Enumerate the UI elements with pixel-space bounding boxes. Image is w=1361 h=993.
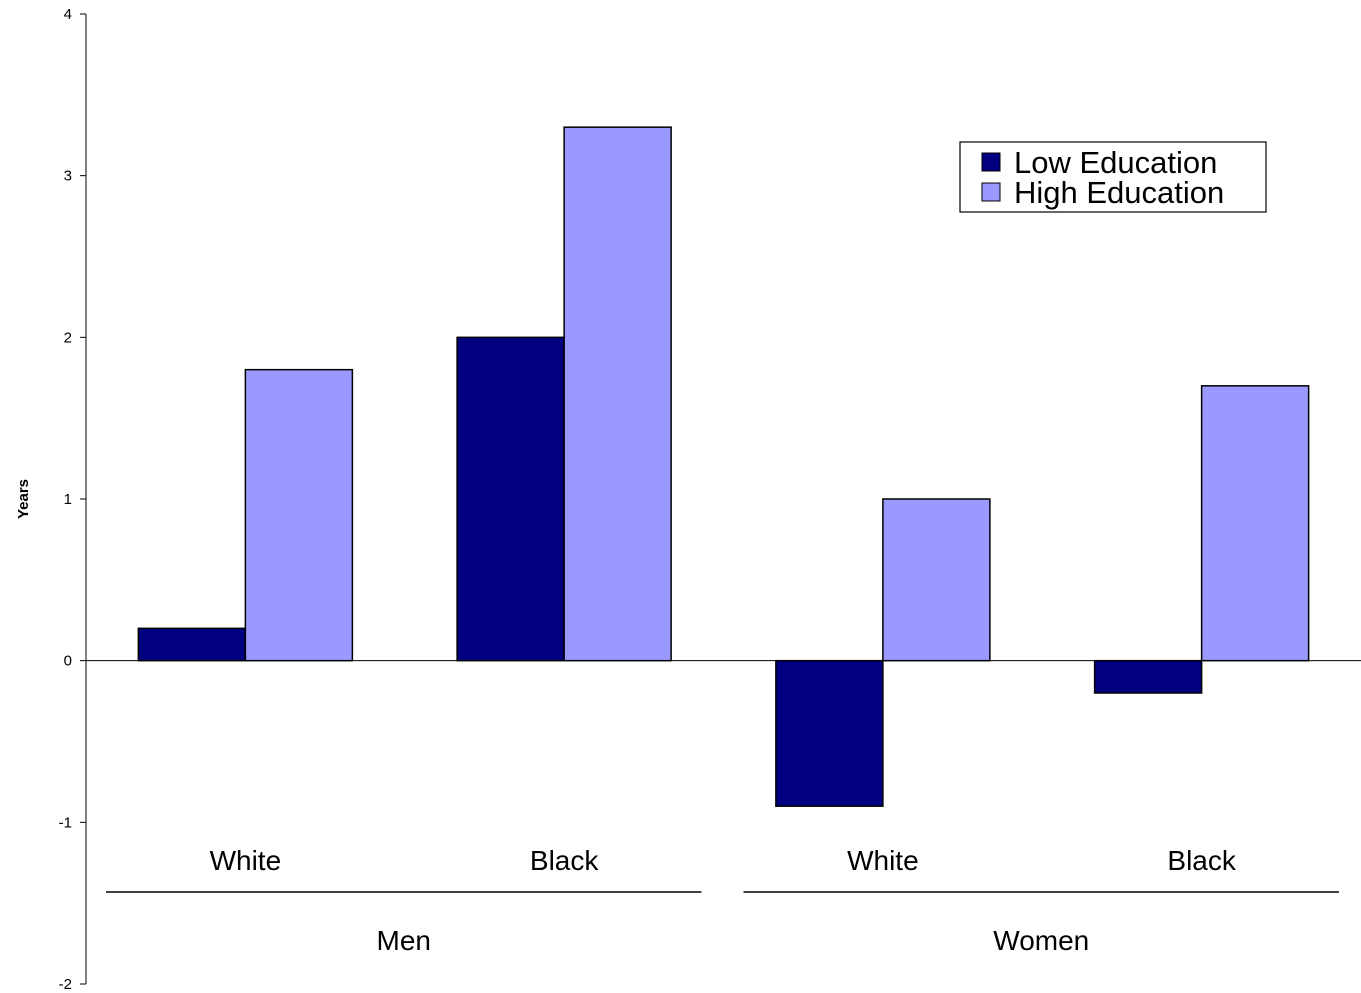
bar [775, 659, 884, 807]
bar [137, 627, 247, 662]
y-tick-label: 1 [64, 491, 72, 508]
y-tick-label: -1 [59, 814, 72, 831]
legend-label: Low Education [1014, 145, 1217, 180]
bars [137, 126, 1310, 807]
x-category-label: Black [1167, 845, 1236, 876]
y-tick-label: -2 [59, 976, 72, 993]
y-tick-label: 0 [64, 653, 72, 670]
legend-swatch [981, 182, 1001, 202]
legend-box [959, 141, 1267, 213]
y-axis-title: Years [15, 479, 32, 519]
bar [1200, 385, 1310, 662]
category-labels: White Black White Black Men Women [106, 845, 1339, 956]
bar [1093, 659, 1203, 694]
y-tick-label: 2 [64, 329, 72, 346]
legend-swatch [981, 152, 1001, 172]
y-tick-label: 4 [64, 6, 72, 23]
x-category-label: Black [530, 845, 599, 876]
bar [456, 336, 565, 662]
y-tick-label: 3 [64, 168, 72, 185]
group-label: Men [377, 925, 431, 956]
bar [244, 368, 354, 662]
bar [882, 498, 991, 662]
group-label: Women [993, 925, 1089, 956]
bar [563, 126, 672, 662]
legend-label: High Education [1014, 175, 1224, 210]
x-category-label: White [847, 845, 919, 876]
x-category-label: White [210, 845, 282, 876]
